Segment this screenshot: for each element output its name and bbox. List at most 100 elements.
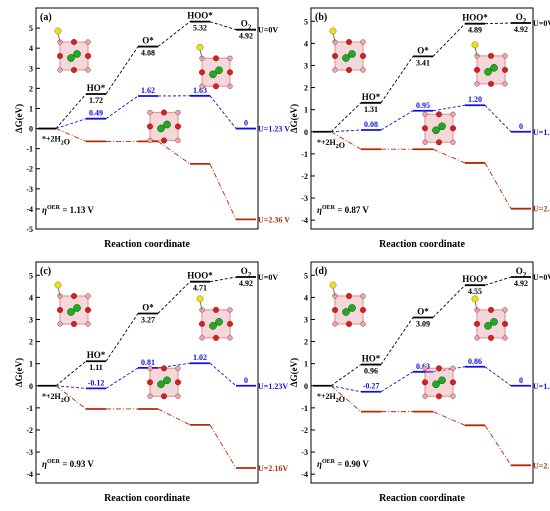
- connector-line: [55, 93, 87, 129]
- adsorbate-atom: [54, 281, 62, 289]
- adsorbate-bond: [474, 46, 478, 56]
- y-tick-label: 2: [29, 338, 33, 347]
- energy-value-label: 1.11: [89, 363, 103, 372]
- connector-line: [380, 110, 414, 131]
- atom-marker: [85, 39, 91, 45]
- connector-line: [432, 23, 466, 57]
- y-tick-label: 5: [29, 271, 33, 280]
- y-tick-label: -3: [26, 448, 33, 457]
- category-label: O*: [417, 45, 429, 55]
- adsorbate-atom: [196, 43, 204, 51]
- atom-marker: [346, 321, 353, 328]
- chlorine-atom: [157, 124, 165, 133]
- atom-marker: [346, 293, 353, 300]
- atom-marker: [57, 307, 64, 314]
- category-label: O*: [417, 306, 429, 316]
- y-tick-label: 4: [304, 293, 308, 302]
- adsorbate-atom: [471, 41, 479, 49]
- overpotential-label: ηOER = 0.90 V: [317, 459, 369, 469]
- category-label: O*: [142, 302, 154, 312]
- y-axis-label: ΔG(eV): [289, 104, 299, 133]
- connector-line: [55, 360, 87, 387]
- chlorine-atom: [73, 304, 81, 312]
- atom-marker: [147, 393, 153, 399]
- connector-line: [55, 385, 87, 389]
- atom-marker: [450, 139, 456, 145]
- atom-marker: [227, 83, 233, 89]
- atom-marker: [474, 81, 480, 87]
- atom-marker: [435, 111, 442, 118]
- energy-value-label: 0.63: [416, 362, 430, 371]
- atom-marker: [57, 321, 63, 327]
- energy-value-label: 4.92: [239, 32, 253, 41]
- adsorbate-atom: [471, 295, 479, 303]
- y-tick-label: 3: [304, 315, 308, 324]
- connector-line: [484, 162, 512, 209]
- series-u123: 0.08 0.95 1.20 0 U=1.23 V: [330, 95, 550, 137]
- category-label: *+2H2O: [317, 138, 345, 150]
- chlorine-atom: [432, 380, 440, 389]
- adsorbate-bond: [57, 286, 61, 297]
- connector-line: [157, 21, 191, 47]
- y-axis-label: ΔG(eV): [289, 358, 299, 387]
- y-tick-label: -2: [301, 426, 308, 435]
- energy-value-label: 4.71: [193, 284, 207, 293]
- chlorine-atom: [438, 376, 446, 385]
- x-axis-label: Reaction coordinate: [104, 493, 190, 504]
- x-axis-label: Reaction coordinate: [379, 239, 465, 250]
- chlorine-atom: [215, 318, 223, 326]
- atom-marker: [146, 379, 153, 386]
- panel-label: (d): [315, 266, 327, 277]
- atom-marker: [175, 109, 181, 116]
- series-name-label: U=0V: [533, 273, 550, 282]
- chart-panel-b: -4 -3 -2 -1 0 1 2 3 4 5 ΔG(eV) (b) 1.31 3.41 4.89 4.92 U…: [289, 7, 550, 250]
- atom-marker: [199, 307, 205, 313]
- adsorbate-bond: [199, 49, 203, 59]
- chlorine-atom: [490, 318, 498, 326]
- category-label: HOO*: [462, 13, 488, 23]
- series-u123: -0.27 0.63 0.86 0 U=1.23V: [330, 357, 550, 393]
- y-axis-label: ΔG(eV): [14, 104, 24, 133]
- energy-value-label: 0: [519, 122, 523, 131]
- atom-marker: [226, 69, 233, 76]
- atom-marker: [174, 379, 181, 386]
- y-tick-label: 2: [304, 84, 308, 93]
- atom-marker: [212, 334, 219, 341]
- energy-value-label: 3.09: [416, 319, 430, 328]
- connector-line: [330, 385, 362, 393]
- structure-image: [146, 365, 181, 400]
- adsorbate-atom: [54, 27, 62, 35]
- chlorine-atom: [348, 304, 356, 312]
- overpotential-label: ηOER = 0.87 V: [317, 205, 369, 215]
- chlorine-atom: [438, 122, 446, 131]
- atom-marker: [199, 83, 205, 89]
- atom-marker: [84, 53, 91, 60]
- y-tick-label: -4: [26, 470, 33, 479]
- atom-marker: [435, 139, 442, 146]
- chlorine-atom: [432, 126, 440, 135]
- atom-marker: [501, 320, 508, 327]
- adsorbate-atom: [329, 281, 337, 289]
- series-u0: 1.72 4.08 5.32 4.92 U=0V: [38, 20, 278, 130]
- chart-panel-c: -4 -3 -2 -1 0 1 2 3 4 5 ΔG(eV) (c) 1.11 3.27 4.71 4.92 U…: [14, 261, 288, 504]
- atom-marker: [175, 137, 181, 144]
- y-tick-label: -2: [26, 165, 33, 174]
- structure-image: [196, 295, 233, 341]
- atom-marker: [473, 66, 480, 73]
- atom-marker: [227, 307, 233, 313]
- atom-marker: [226, 320, 233, 327]
- atom-marker: [57, 67, 63, 73]
- connector-line: [432, 284, 466, 318]
- chart-panel-d: -4 -3 -2 -1 0 1 2 3 4 5 ΔG(eV) (d) 0.96 3.09 4.55 4.92 U…: [289, 261, 550, 504]
- y-axis-label: ΔG(eV): [14, 358, 24, 387]
- structure-image: [54, 27, 91, 74]
- atom-marker: [449, 125, 456, 132]
- atom-marker: [502, 81, 508, 87]
- atom-marker: [198, 69, 205, 76]
- y-tick-label: -2: [301, 172, 308, 181]
- atom-marker: [71, 67, 78, 74]
- atom-marker: [160, 365, 167, 372]
- energy-value-label: -0.12: [88, 378, 105, 387]
- series-name-label: U=2.16V: [258, 464, 288, 473]
